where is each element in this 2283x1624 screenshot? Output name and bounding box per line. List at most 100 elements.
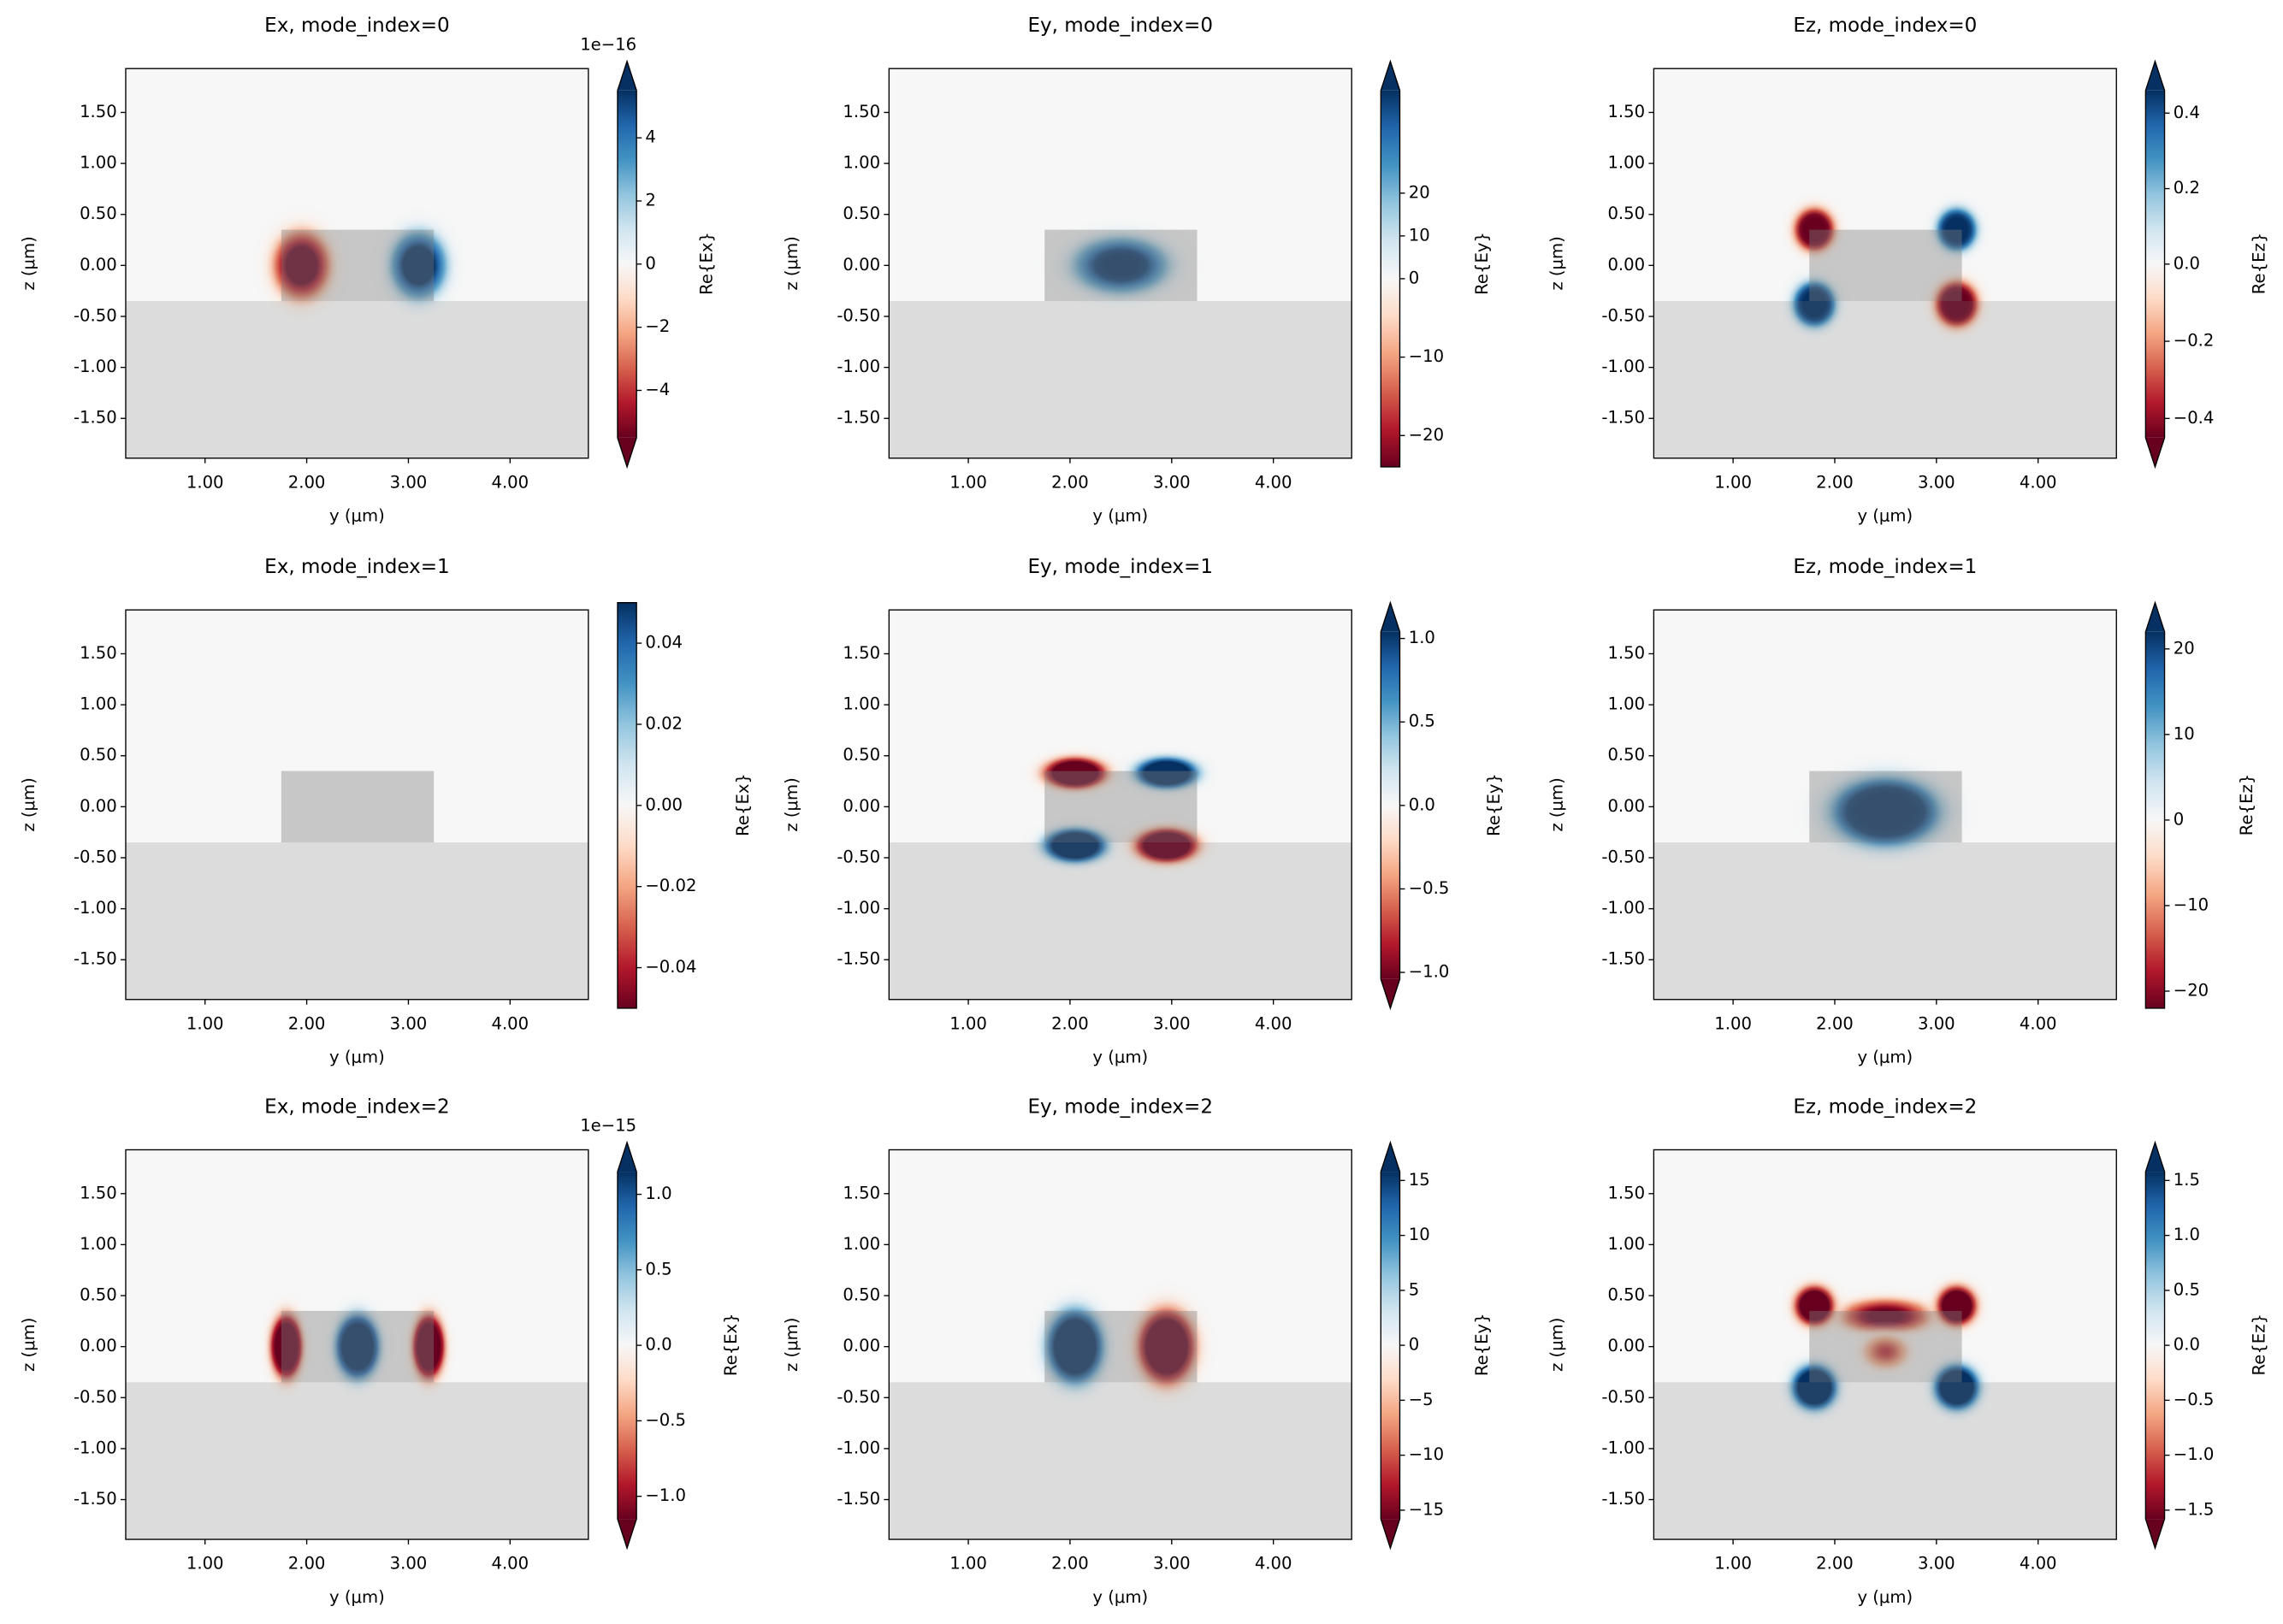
x-tick-label: 4.00 xyxy=(1255,472,1292,492)
colorbar-tick-label: −1.0 xyxy=(645,1485,686,1505)
field-lobe xyxy=(1916,1346,1998,1429)
colorbar-offset: 1e−16 xyxy=(580,34,636,54)
waveguide-core xyxy=(281,771,435,843)
colorbar-tick-label: −0.04 xyxy=(645,957,696,977)
axes-frame xyxy=(888,68,1352,459)
colorbar-tick-label: −20 xyxy=(1409,425,1444,445)
y-tick-label: 0.00 xyxy=(843,1336,880,1355)
field-lobe xyxy=(400,1290,457,1403)
y-tick-label: -0.50 xyxy=(1601,305,1645,325)
colorbar-tick-label: −0.02 xyxy=(645,876,696,895)
colorbar-tick-label: 0.5 xyxy=(1409,712,1435,731)
colorbar-extend-max xyxy=(2145,1142,2165,1172)
waveguide-core xyxy=(1809,229,1962,302)
colorbar-tick-label: 0.0 xyxy=(1409,794,1435,814)
colorbar-extend-min xyxy=(1381,978,1400,1008)
y-tick-label: -0.50 xyxy=(837,1387,880,1407)
y-tick-label: -0.50 xyxy=(837,305,880,325)
plot-area xyxy=(125,610,588,1000)
colorbar-tick-label: 15 xyxy=(1409,1170,1430,1190)
plot-area xyxy=(889,1149,1352,1540)
colorbar-extend-max xyxy=(617,61,637,91)
x-axis-label: y (μm) xyxy=(329,1047,385,1066)
plot-area xyxy=(1653,610,2117,1000)
x-tick-label: 4.00 xyxy=(491,1554,529,1574)
chart-title: Ez, mode_index=1 xyxy=(1793,556,1977,578)
x-tick-label: 3.00 xyxy=(1918,1013,1955,1033)
colorbar-extend-min xyxy=(617,437,637,467)
x-tick-label: 3.00 xyxy=(390,1554,428,1574)
chart-title: Ex, mode_index=1 xyxy=(264,556,449,578)
colorbar xyxy=(1381,631,1400,979)
y-tick-label: -1.50 xyxy=(1601,1489,1645,1509)
x-tick-label: 1.00 xyxy=(186,472,224,492)
x-tick-label: 2.00 xyxy=(1051,472,1089,492)
x-tick-label: 3.00 xyxy=(390,1013,428,1033)
axes-frame xyxy=(888,609,1352,1001)
axes-frame xyxy=(1653,68,2117,459)
field-lobe xyxy=(1778,191,1850,269)
y-tick-label: -1.00 xyxy=(1601,898,1645,918)
colorbar-label: Re{Ey} xyxy=(1472,232,1492,295)
plot-area xyxy=(889,68,1352,458)
y-tick-label: -0.50 xyxy=(837,847,880,866)
colorbar-tick-label: 0.0 xyxy=(2174,253,2200,273)
field-lobe xyxy=(367,204,470,327)
axes-frame xyxy=(1653,609,2117,1001)
x-tick-label: 3.00 xyxy=(1153,472,1191,492)
chart-title: Ez, mode_index=2 xyxy=(1793,1096,1977,1119)
y-tick-label: 1.50 xyxy=(1607,102,1645,121)
colorbar-outline xyxy=(617,601,637,1009)
y-axis-label: z (μm) xyxy=(1547,236,1566,290)
field-lobe xyxy=(1921,1270,1993,1342)
y-tick-label: 1.00 xyxy=(1607,1234,1645,1254)
colorbar-label: Re{Ex} xyxy=(733,773,753,836)
y-tick-label: 1.50 xyxy=(1607,1183,1645,1202)
x-tick-label: 2.00 xyxy=(288,472,326,492)
colorbar-tick-label: −0.2 xyxy=(2174,331,2215,351)
field-lobe xyxy=(1024,1280,1127,1414)
axes-frame xyxy=(125,1149,589,1540)
y-axis-label: z (μm) xyxy=(19,1318,38,1372)
y-tick-label: 0.00 xyxy=(1607,1336,1645,1355)
y-tick-label: 0.00 xyxy=(1607,796,1645,816)
y-tick-label: -1.50 xyxy=(74,949,117,969)
waveguide-core xyxy=(1809,771,1962,843)
field-lobe xyxy=(1919,263,1996,345)
x-tick-label: 4.00 xyxy=(2020,1013,2057,1033)
colorbar xyxy=(617,1172,637,1520)
y-tick-label: -1.00 xyxy=(837,1438,880,1457)
field-lobe xyxy=(1019,745,1132,801)
field-lobe xyxy=(1019,814,1132,877)
colorbar-tick-label: −0.5 xyxy=(1409,878,1450,898)
axes-frame xyxy=(888,1149,1352,1540)
plot-area xyxy=(125,1149,588,1540)
waveguide-core xyxy=(1044,771,1198,843)
x-tick-label: 2.00 xyxy=(1816,1554,1854,1574)
y-axis-label: z (μm) xyxy=(1547,777,1566,831)
y-tick-label: -1.50 xyxy=(837,1489,880,1509)
y-tick-label: 1.00 xyxy=(1607,153,1645,173)
chart-title: Ex, mode_index=0 xyxy=(264,15,449,37)
x-axis-label: y (μm) xyxy=(329,1587,385,1607)
substrate xyxy=(1653,842,2117,1000)
colorbar-extend-max xyxy=(1381,602,1400,632)
axes-frame xyxy=(125,68,589,459)
colorbar-tick-label: 0.00 xyxy=(645,794,683,814)
colorbar-tick-label: 10 xyxy=(1409,225,1430,245)
x-tick-label: 4.00 xyxy=(491,472,529,492)
y-tick-label: -0.50 xyxy=(1601,847,1645,866)
y-tick-label: 1.00 xyxy=(80,1234,117,1254)
colorbar-tick-label: 10 xyxy=(2174,723,2195,743)
y-tick-label: 0.50 xyxy=(1607,204,1645,223)
plot-area xyxy=(1653,1149,2117,1540)
x-tick-label: 1.00 xyxy=(1714,1554,1752,1574)
colorbar xyxy=(2145,631,2165,1008)
y-tick-label: 1.00 xyxy=(80,694,117,714)
colorbar-tick-label: 0.0 xyxy=(645,1335,671,1355)
chart-title: Ez, mode_index=0 xyxy=(1793,15,1977,37)
substrate xyxy=(889,301,1352,458)
colorbar-tick-label: −10 xyxy=(1409,1444,1444,1464)
y-tick-label: -1.00 xyxy=(74,1438,117,1457)
